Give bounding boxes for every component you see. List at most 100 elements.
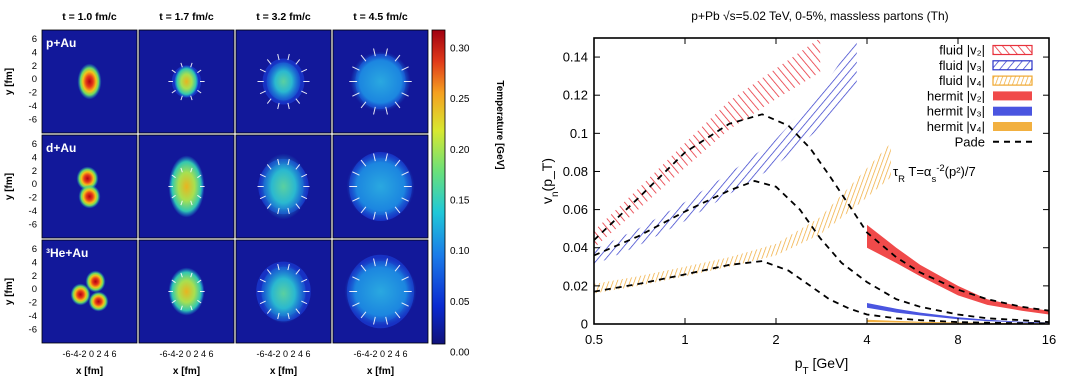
pade-curve xyxy=(593,180,1050,323)
legend-entry: Pade xyxy=(955,134,1032,149)
x-tick-label: 8 xyxy=(954,332,961,347)
velocity-arrow xyxy=(360,264,367,272)
temperature-panel xyxy=(235,239,332,344)
velocity-arrow xyxy=(259,278,266,283)
panel-border xyxy=(235,29,332,134)
velocity-arrow xyxy=(301,68,308,73)
velocity-arrow xyxy=(352,197,360,202)
velocity-arrow xyxy=(360,206,367,214)
temperature-panel xyxy=(235,29,332,134)
band-fluid-v- xyxy=(594,38,821,248)
x-axis-title: pT [GeV] xyxy=(795,355,849,377)
x-axis-label: x [fm] xyxy=(173,366,200,377)
y-tick-label: -2 xyxy=(29,88,37,99)
velocity-arrow xyxy=(180,167,183,173)
y-tick-label: -2 xyxy=(29,298,37,309)
temperature-panel xyxy=(41,134,138,239)
velocity-arrow xyxy=(266,308,272,314)
velocity-arrow xyxy=(266,269,272,275)
colorbar-tick-label: 0.25 xyxy=(450,94,470,105)
temperature-hotspot xyxy=(168,155,205,218)
y-tick-label: -4 xyxy=(29,101,37,112)
velocity-arrow xyxy=(259,195,266,200)
y-tick-label: 0 xyxy=(32,74,37,85)
velocity-arrow xyxy=(266,203,272,209)
legend-label: hermit |v₃| xyxy=(927,104,985,119)
panel-border xyxy=(41,29,138,134)
legend-entry: hermit |v₃| xyxy=(927,104,1032,119)
velocity-arrow xyxy=(171,299,176,304)
velocity-arrow xyxy=(385,211,388,220)
legend-swatch xyxy=(993,106,1032,116)
velocity-arrow xyxy=(180,305,183,311)
time-labels: t = 1.0 fm/c t = 1.7 fm/c t = 3.2 fm/c t = … xyxy=(62,11,408,23)
velocity-arrow xyxy=(394,159,401,167)
velocity-arrow xyxy=(197,279,202,284)
velocity-arrow xyxy=(266,98,272,104)
legend-label: hermit |v₄| xyxy=(927,119,985,134)
velocity-arrow xyxy=(190,95,193,101)
temperature-hotspot xyxy=(88,291,109,312)
velocity-arrow xyxy=(171,69,176,74)
velocity-arrow xyxy=(301,173,308,178)
temperature-hotspot xyxy=(346,152,415,221)
x-axis-label: x [fm] xyxy=(270,366,297,377)
velocity-arrow xyxy=(190,62,193,68)
time-label: t = 1.7 fm/c xyxy=(159,11,214,23)
legend-entry: hermit |v₂| xyxy=(927,88,1032,103)
chart-annotation: τR T=αs-2(p²)/7 xyxy=(893,163,976,185)
velocity-arrow xyxy=(401,92,409,97)
velocity-arrow xyxy=(373,48,376,57)
row-labels: p+Au d+Au ³He+Au xyxy=(46,36,88,260)
y-tick-label: 0.06 xyxy=(563,202,588,217)
legend-swatch xyxy=(993,91,1032,101)
x-tick-labels: -6-4-2 0 2 4 6 xyxy=(256,349,310,359)
temperature-panel xyxy=(332,29,429,134)
panel-border xyxy=(235,134,332,239)
temperature-hotspot xyxy=(266,60,301,103)
velocity-arrow xyxy=(171,194,176,199)
x-tick-label: 2 xyxy=(772,332,779,347)
velocity-arrow xyxy=(394,311,401,319)
panel-border xyxy=(332,134,429,239)
velocity-arrow xyxy=(197,89,202,94)
velocity-arrow xyxy=(197,194,202,199)
temperature-hotspot xyxy=(78,184,101,209)
y-tick-label: 0 xyxy=(32,179,37,190)
y-tick-label: 2 xyxy=(32,166,37,177)
legend-swatch xyxy=(993,122,1032,131)
velocity-arrow xyxy=(373,316,376,325)
velocity-arrow xyxy=(287,102,290,110)
x-axes: -6-4-2 0 2 4 6 x [fm] -6-4-2 0 2 4 6 x [fm]… xyxy=(62,349,407,377)
plot-frame xyxy=(593,37,1050,325)
x-tick-labels: 0.5 1 2 4 8 16 xyxy=(585,38,1056,347)
velocity-arrow xyxy=(287,312,290,320)
velocity-arrow xyxy=(373,258,376,267)
y-tick-label: 6 xyxy=(32,34,37,45)
x-axis-label: x [fm] xyxy=(367,366,394,377)
velocity-arrow xyxy=(171,279,176,284)
y-tick-label: 2 xyxy=(32,61,37,72)
velocity-arrow xyxy=(259,90,266,95)
time-label: t = 4.5 fm/c xyxy=(353,11,408,23)
temperature-hotspot xyxy=(260,263,307,324)
velocity-arrow xyxy=(266,59,272,65)
chart-pade-lines xyxy=(593,113,1050,325)
x-tick-label: 0.5 xyxy=(585,332,603,347)
vn-chart: p+Pb √s=5.02 TeV, 0-5%, massless partons… xyxy=(539,9,1056,377)
annotation-text: τR T=αs-2(p²)/7 xyxy=(893,163,976,185)
y-tick-label: 0 xyxy=(581,317,588,332)
panel-border xyxy=(138,239,235,344)
y-tick-label: 0.14 xyxy=(563,50,588,65)
collision-system-label: p+Au xyxy=(46,36,76,50)
velocity-arrow xyxy=(171,174,176,179)
velocity-arrow xyxy=(295,308,301,314)
velocity-arrow xyxy=(295,98,301,104)
velocity-arrow xyxy=(401,276,409,281)
temperature-hotspot xyxy=(76,166,99,191)
legend-entry: fluid |v₂| xyxy=(939,43,1033,58)
temperature-hotspot xyxy=(259,153,308,220)
velocity-arrow xyxy=(360,101,367,109)
